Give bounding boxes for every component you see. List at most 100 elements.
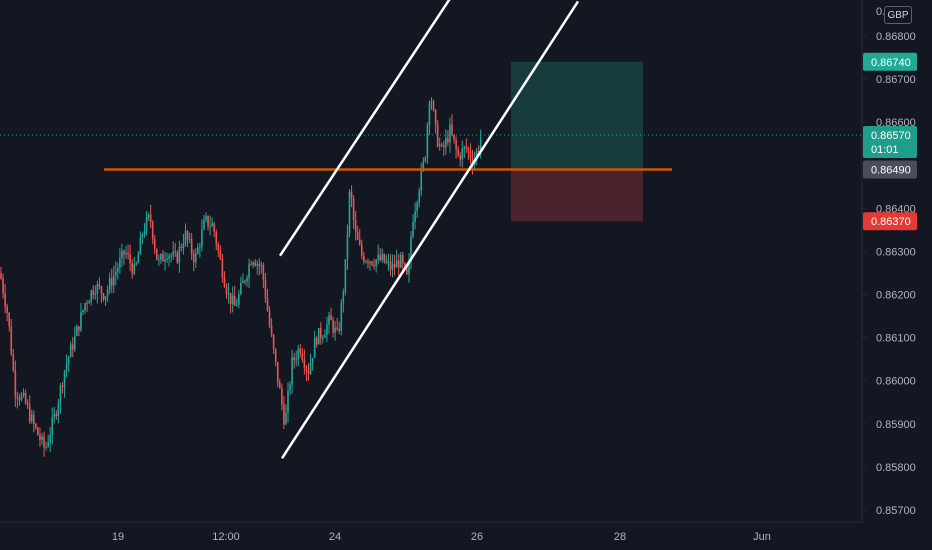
candle-body [383, 254, 386, 263]
candle-body [305, 367, 308, 371]
candle-body [74, 335, 76, 350]
candle-body [361, 244, 363, 256]
candle-body [279, 382, 281, 389]
candle-body [289, 384, 291, 391]
candle-body [47, 442, 49, 447]
candle-body [151, 222, 154, 240]
candle-body [149, 214, 152, 223]
candle-body [203, 219, 205, 230]
candle-body [30, 414, 33, 422]
candle-body [145, 217, 148, 232]
candle-body [223, 277, 226, 287]
entry-badge-label: 0.86490 [871, 165, 911, 177]
candle-body [94, 293, 97, 295]
candle-body [461, 148, 464, 160]
price-tick-label: 0.86800 [876, 31, 916, 43]
candle-body [139, 236, 142, 255]
candle-body [205, 215, 207, 220]
stop-loss-badge [863, 212, 917, 231]
candle-body [190, 239, 193, 254]
candle-body [129, 254, 131, 264]
candle-body [164, 259, 166, 262]
candle-body [455, 139, 457, 150]
candle-body [65, 363, 68, 371]
candle-body [6, 306, 8, 313]
candle-body [63, 370, 66, 388]
candle-body [12, 354, 15, 371]
candle-body [119, 258, 121, 269]
drawn-lines[interactable] [0, 0, 862, 459]
candle-body [242, 280, 244, 284]
candle-body [14, 370, 17, 397]
candle-body [131, 263, 133, 274]
candle-body [354, 219, 357, 233]
candle-body [213, 223, 215, 233]
candle-body [322, 337, 324, 339]
candle-body [445, 137, 447, 148]
candle-body [248, 264, 250, 278]
candle-body [402, 254, 404, 264]
candles [0, 97, 482, 457]
candle-body [108, 278, 111, 290]
candle-body [147, 214, 150, 218]
candle-body [20, 395, 23, 400]
currency-button[interactable]: GBP [884, 6, 912, 24]
price-axis[interactable]: 0.869000.868000.867000.866000.864000.863… [0, 0, 916, 523]
candle-body [268, 310, 271, 326]
candle-body [399, 254, 402, 268]
candle-body [244, 280, 246, 282]
candle-body [317, 328, 320, 345]
candle-body [57, 403, 60, 416]
candle-body [153, 239, 156, 249]
price-tick-label-partial: 0. [876, 6, 885, 18]
candle-body [156, 248, 158, 260]
time-axis[interactable]: 19 12:00 24 26 28 Jun [112, 531, 771, 543]
candle-body [475, 150, 478, 161]
candle-body [391, 264, 394, 270]
candle-body [471, 158, 474, 165]
candle-body [291, 357, 293, 385]
candle-body [98, 284, 101, 287]
candle-body [465, 146, 468, 149]
candle-body [250, 264, 252, 266]
candle-body [102, 293, 105, 300]
candle-body [39, 435, 41, 441]
candle-body [262, 265, 265, 280]
candle-body [350, 191, 353, 199]
candle-body [59, 385, 62, 404]
candle-body [41, 436, 43, 441]
candle-body [334, 327, 336, 333]
candle-body [43, 436, 45, 448]
price-badges: 0.86740 0.86570 01:01 0.86490 0.86370 [863, 52, 917, 231]
candle-body [447, 137, 449, 143]
price-tick-label: 0.86700 [876, 74, 916, 86]
candle-body [422, 160, 425, 169]
candle-body [436, 124, 439, 147]
candle-body [211, 223, 213, 227]
position-zones[interactable] [511, 61, 643, 222]
candle-body [307, 370, 310, 374]
candle-body [170, 255, 172, 257]
candle-body [82, 310, 84, 313]
candle-body [477, 150, 480, 152]
candle-body [117, 268, 119, 272]
candle-body [449, 124, 451, 143]
candle-body [377, 254, 379, 260]
candle-body [297, 348, 300, 360]
candle-body [328, 315, 330, 325]
candle-body [258, 263, 261, 266]
candle-body [92, 290, 95, 295]
channel-upper-line [278, 0, 451, 257]
candle-body [426, 125, 429, 158]
candle-body [330, 315, 332, 321]
candle-body [88, 301, 90, 304]
time-tick-label: 19 [112, 531, 124, 543]
candle-body [412, 222, 414, 237]
candle-body [178, 247, 181, 263]
candle-body [16, 396, 19, 399]
candle-body [45, 446, 47, 448]
candle-body [264, 279, 267, 299]
candle-body [18, 398, 21, 400]
